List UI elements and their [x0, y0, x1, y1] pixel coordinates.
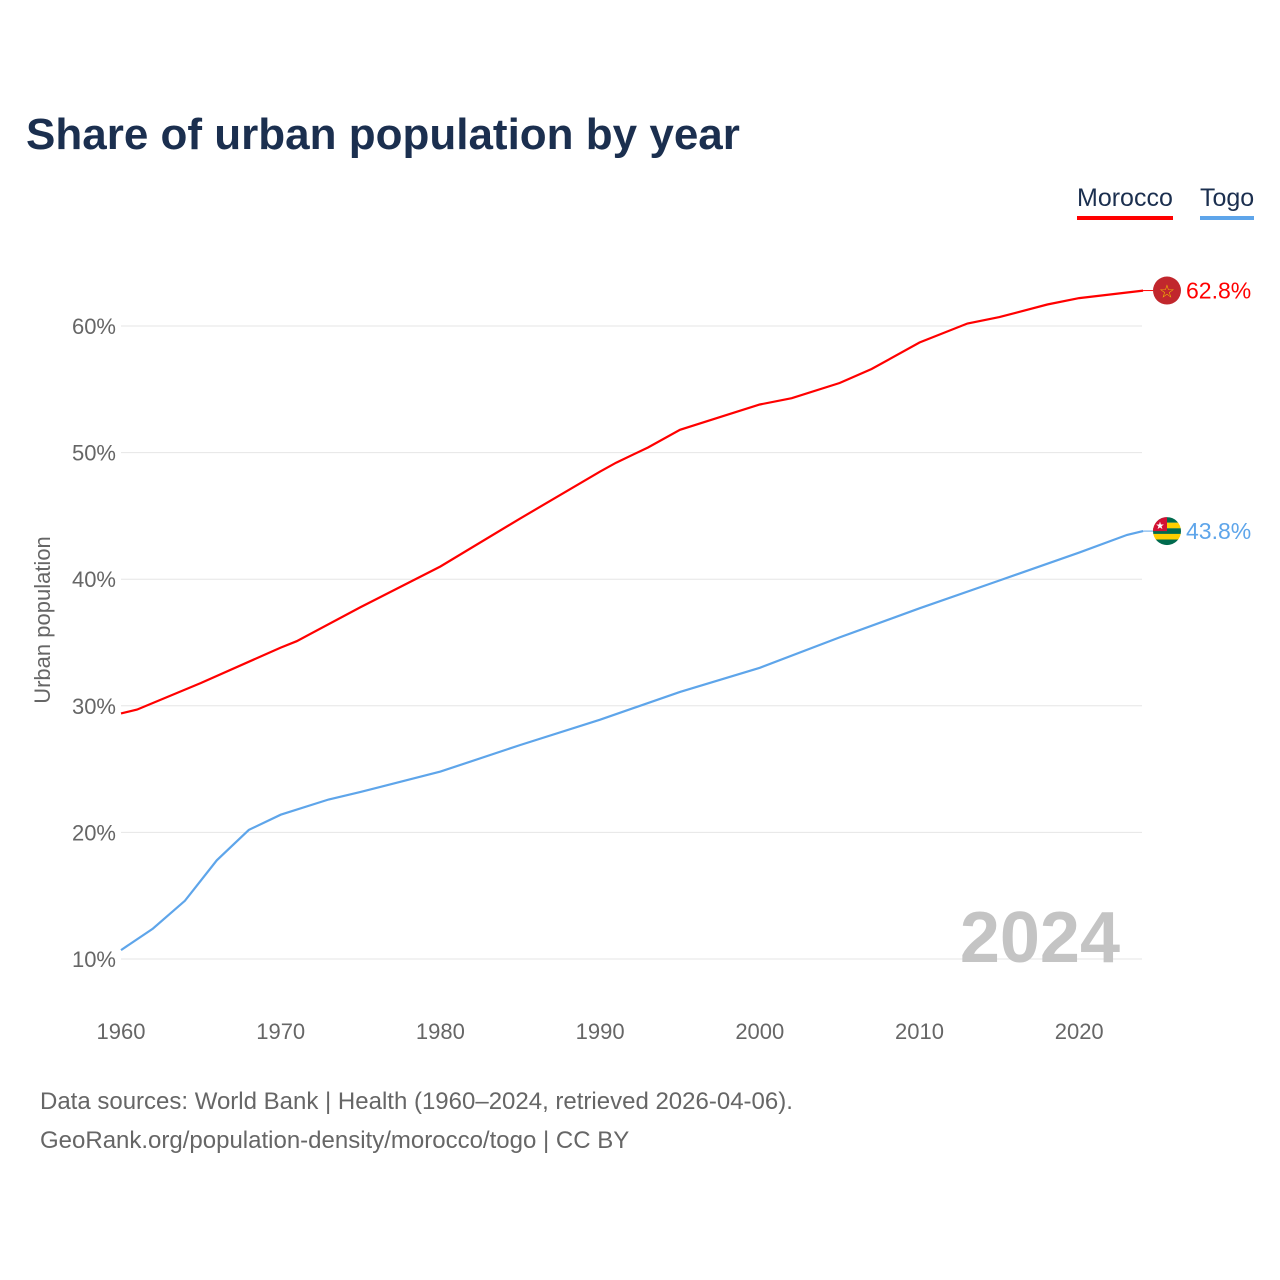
footer-sources: Data sources: World Bank | Health (1960–… — [40, 1088, 793, 1115]
x-tick-label: 2000 — [735, 1019, 784, 1044]
end-value-label: 43.8% — [1186, 518, 1251, 544]
chart-title: Share of urban population by year — [26, 110, 740, 159]
legend-morocco[interactable]: Morocco — [1077, 184, 1173, 220]
x-tick-label: 2020 — [1055, 1019, 1104, 1044]
y-tick-label: 60% — [72, 314, 116, 339]
y-tick-label: 20% — [72, 820, 116, 845]
x-tick-label: 2010 — [895, 1019, 944, 1044]
year-watermark: 2024 — [960, 898, 1120, 978]
legend-togo[interactable]: Togo — [1200, 184, 1255, 220]
star-icon: ★ — [1156, 521, 1165, 532]
x-tick-label: 1960 — [97, 1019, 146, 1044]
series-line-morocco — [120, 289, 1144, 715]
end-value-label: 62.8% — [1186, 278, 1251, 304]
x-tick-label: 1980 — [416, 1019, 465, 1044]
y-axis-label: Urban population — [30, 536, 55, 704]
morocco-flag-icon — [1153, 276, 1181, 305]
y-tick-label: 50% — [72, 441, 116, 466]
y-tick-label: 10% — [72, 947, 116, 972]
y-tick-label: 30% — [72, 694, 116, 719]
footer-link[interactable]: GeoRank.org/population-density/morocco/t… — [40, 1127, 630, 1154]
y-tick-label: 40% — [72, 567, 116, 592]
x-tick-label: 1990 — [576, 1019, 625, 1044]
x-tick-label: 1970 — [256, 1019, 305, 1044]
star-icon: ☆ — [1159, 282, 1175, 302]
series-line-togo — [120, 530, 1144, 952]
